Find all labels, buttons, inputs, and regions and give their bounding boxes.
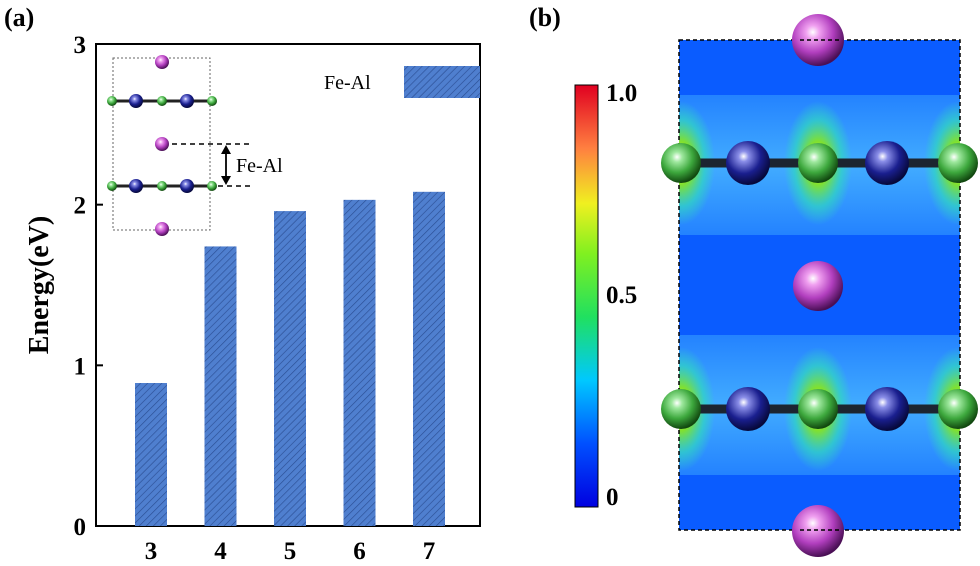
colorbar-tick-mid: 0.5 <box>606 282 637 309</box>
al-atom <box>157 181 167 191</box>
y-tick-label: 3 <box>74 32 87 59</box>
panel-b-label: (b) <box>529 3 561 32</box>
colorbar-tick-min: 0 <box>606 484 619 511</box>
al-atom <box>207 181 217 191</box>
y-axis: 0 1 2 3 <box>74 32 103 541</box>
x-tick-label: 5 <box>284 538 297 565</box>
colorbar-tick-max: 1.0 <box>606 80 637 107</box>
al-atom <box>157 96 167 106</box>
bar-chart: 0 1 2 3 3 4 5 6 7 Energy(eV) Fe-Al <box>24 32 481 565</box>
fe-atom <box>129 94 143 108</box>
bar-6 <box>343 199 376 526</box>
fe-atom <box>180 94 194 108</box>
al-atom <box>938 389 978 429</box>
interlayer-atom <box>155 137 169 151</box>
colorbar-gradient <box>574 84 599 508</box>
x-tick-label: 4 <box>214 538 227 565</box>
fe-atom <box>865 141 909 185</box>
density-map <box>661 14 978 557</box>
x-tick-label: 6 <box>353 538 366 565</box>
al-atom <box>661 143 701 183</box>
legend-swatch <box>404 66 480 98</box>
bars <box>135 191 445 527</box>
fe-atom <box>129 179 143 193</box>
y-tick-label: 0 <box>74 514 87 541</box>
al-atom <box>798 389 838 429</box>
panel-a-label: (a) <box>4 3 34 32</box>
al-atom <box>107 181 117 191</box>
fe-atom <box>180 179 194 193</box>
interlayer-atom-bottom <box>792 505 844 557</box>
x-tick-label: 7 <box>423 538 436 565</box>
al-atom <box>207 96 217 106</box>
arrow-head-down <box>221 176 231 185</box>
bar-3 <box>135 383 167 526</box>
bar-7 <box>413 191 445 526</box>
bar-5 <box>274 211 306 527</box>
interlayer-atom <box>155 55 169 69</box>
legend-label: Fe-Al <box>324 72 371 94</box>
legend: Fe-Al <box>324 66 480 98</box>
colorbar: 1.0 0.5 0 <box>574 80 637 511</box>
y-tick-label: 2 <box>74 193 87 220</box>
arrow-head-up <box>221 145 231 154</box>
al-atom <box>107 96 117 106</box>
bar-4 <box>204 246 237 526</box>
x-tick-label: 3 <box>145 538 158 565</box>
fe-atom <box>865 387 909 431</box>
interlayer-atom-middle <box>793 261 843 311</box>
al-atom <box>798 143 838 183</box>
al-atom <box>938 143 978 183</box>
al-atom <box>661 389 701 429</box>
y-axis-label: Energy(eV) <box>24 216 55 354</box>
fe-atom <box>726 387 770 431</box>
inset-structure: Fe-Al <box>107 55 283 236</box>
y-tick-label: 1 <box>74 353 87 380</box>
inset-annotation: Fe-Al <box>236 155 283 177</box>
interlayer-atom <box>155 222 169 236</box>
fe-atom <box>726 141 770 185</box>
